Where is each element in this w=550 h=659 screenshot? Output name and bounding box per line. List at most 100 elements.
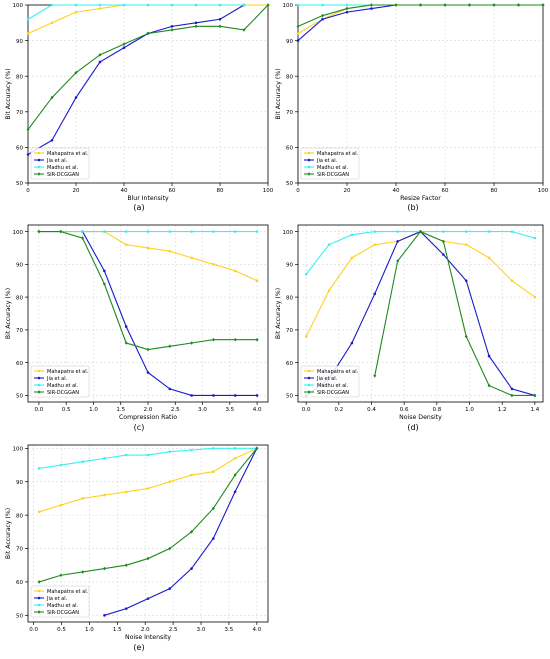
legend-label: Jia et al.: [46, 376, 68, 382]
data-point: [233, 473, 237, 477]
data-point: [487, 354, 491, 358]
data-point: [218, 17, 222, 21]
y-tick-label: 70: [286, 328, 293, 334]
data-point: [296, 3, 300, 7]
x-tick-label: 0.2: [334, 407, 343, 413]
data-point: [296, 24, 300, 29]
data-point: [168, 480, 172, 484]
data-point: [255, 279, 259, 283]
data-point: [212, 394, 215, 397]
y-tick-label: 90: [16, 39, 23, 45]
data-point: [190, 256, 193, 260]
data-point: [170, 28, 174, 32]
legend-label: Madhu et al.: [47, 603, 79, 609]
data-point: [373, 292, 377, 296]
data-point: [510, 230, 514, 233]
data-point: [190, 230, 193, 233]
chart-panel-1: 50 60 70 80 90 100 0 20 40 60 80 100 Blur Intensity B…: [5, 3, 274, 212]
data-point: [350, 233, 354, 237]
data-point: [345, 3, 349, 7]
data-point: [124, 325, 128, 328]
x-tick-label: 0.0: [29, 627, 38, 633]
data-point: [296, 32, 300, 35]
data-point: [74, 3, 78, 7]
data-point: [321, 17, 324, 21]
data-point: [103, 614, 106, 617]
data-point: [541, 3, 545, 7]
y-tick-label: 50: [16, 614, 23, 620]
data-point: [327, 289, 331, 292]
data-point: [37, 580, 41, 584]
x-tick-label: 2.0: [141, 627, 150, 633]
legend-marker: [37, 596, 41, 600]
data-point: [345, 10, 349, 14]
data-point: [464, 243, 468, 246]
legend-marker: [37, 589, 41, 593]
y-tick-label: 60: [16, 361, 23, 367]
legend-marker: [37, 390, 41, 394]
data-point: [168, 387, 172, 391]
data-point: [122, 42, 126, 46]
y-tick-label: 70: [286, 110, 293, 116]
data-point: [124, 453, 128, 457]
series-line: [305, 230, 536, 337]
data-point: [74, 96, 78, 99]
x-tick-label: 1.4: [530, 407, 539, 413]
data-point: [296, 39, 300, 42]
y-tick-label: 80: [16, 513, 23, 519]
data-point: [441, 239, 445, 244]
legend-marker: [307, 172, 311, 176]
y-tick-label: 70: [16, 328, 23, 334]
data-point: [218, 3, 222, 7]
data-point: [510, 393, 514, 398]
data-point: [81, 230, 84, 233]
legend-label: Mahapatra et al.: [317, 151, 359, 157]
data-point: [168, 546, 172, 551]
data-point: [168, 450, 172, 453]
data-point: [373, 373, 377, 378]
chart-panel-3: 50 60 70 80 90 100 0.0 0.5 1.0 1.5 2.0 2.5 3.0 3.5 4.0…: [5, 224, 269, 432]
data-point: [190, 530, 194, 534]
legend-label: SIR-DCGGAN: [317, 390, 349, 396]
data-point: [370, 7, 373, 10]
data-point: [102, 566, 106, 571]
x-tick-label: 0.6: [400, 407, 409, 413]
x-tick-label: 0.0: [302, 407, 311, 413]
y-tick-label: 100: [13, 230, 24, 236]
legend-marker: [37, 369, 41, 373]
legend-marker: [37, 165, 41, 169]
data-point: [487, 230, 491, 233]
data-point: [442, 253, 445, 256]
data-point: [487, 256, 491, 260]
panel-caption: (b): [407, 203, 418, 212]
data-point: [122, 3, 126, 7]
data-point: [266, 3, 270, 7]
series-line: [38, 447, 258, 513]
x-tick-label: 3.0: [198, 407, 207, 413]
data-point: [442, 230, 445, 233]
data-point: [233, 394, 237, 397]
data-point: [533, 295, 537, 299]
data-point: [233, 230, 237, 233]
data-point: [124, 490, 128, 494]
data-point: [190, 473, 193, 477]
x-tick-label: 2.0: [144, 407, 153, 413]
data-point: [533, 236, 537, 240]
data-point: [98, 53, 102, 57]
legend-marker: [37, 383, 41, 387]
y-tick-label: 80: [16, 74, 23, 80]
y-tick-label: 100: [283, 230, 294, 236]
data-point: [168, 587, 172, 590]
y-tick-label: 90: [16, 263, 23, 269]
data-point: [146, 371, 150, 374]
data-point: [212, 230, 215, 233]
x-tick-label: 40: [393, 188, 400, 194]
series-line: [374, 230, 535, 396]
y-axis-label: Bit Accuracy (%): [5, 288, 12, 339]
data-point: [396, 230, 399, 233]
data-point: [168, 230, 172, 233]
series-line: [305, 231, 535, 275]
data-point: [81, 570, 85, 574]
y-tick-label: 50: [286, 394, 293, 400]
y-tick-label: 90: [286, 263, 293, 269]
